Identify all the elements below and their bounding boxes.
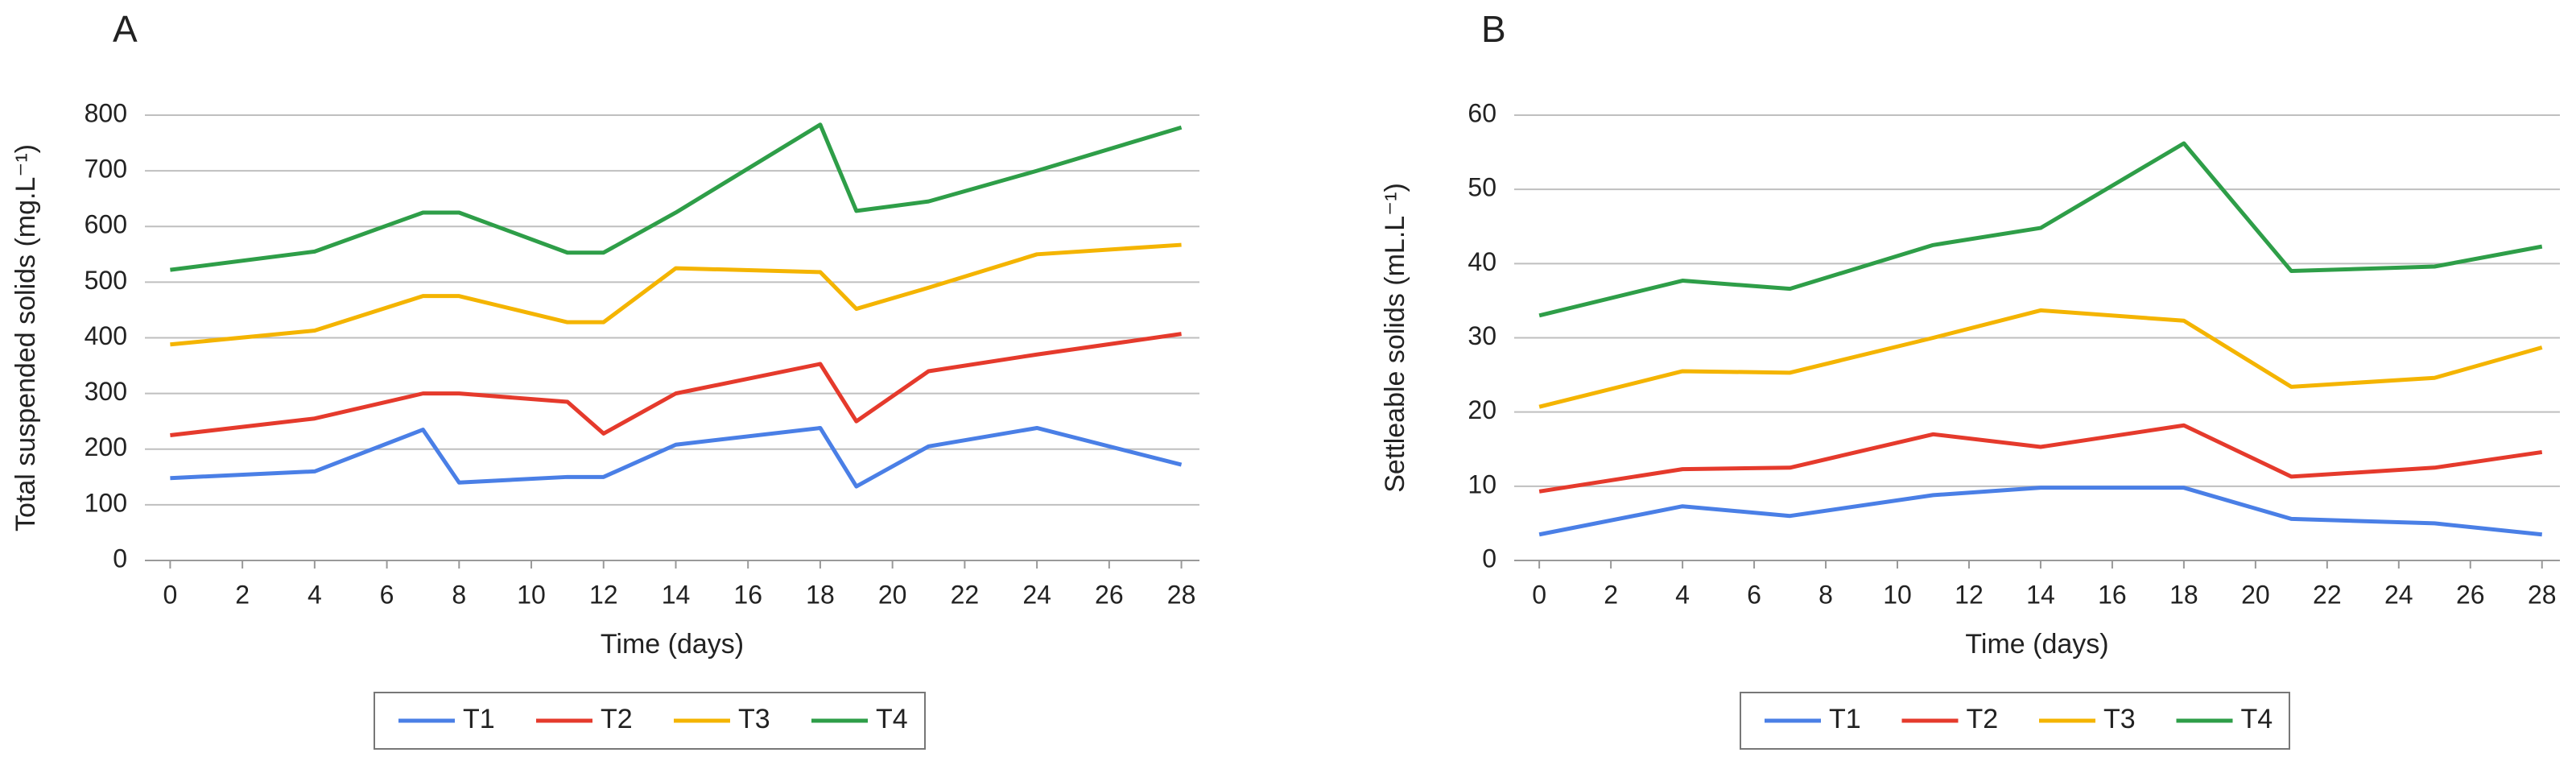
x-tick-label: 4 [1675, 580, 1690, 609]
legend-label: T3 [2103, 704, 2136, 734]
y-axis-label: Settleable solids (mL.L⁻¹) [1380, 183, 1410, 493]
x-tick-label: 26 [1095, 580, 1124, 609]
y-axis-label: Total suspended solids (mg.L⁻¹) [10, 144, 41, 531]
y-tick-label: 10 [1468, 469, 1496, 498]
x-tick-label: 20 [878, 580, 907, 609]
x-tick-label: 22 [951, 580, 980, 609]
x-tick-label: 18 [2169, 580, 2198, 609]
x-tick-label: 20 [2241, 580, 2270, 609]
y-tick-label: 100 [85, 488, 127, 517]
x-tick-label: 6 [380, 580, 394, 609]
y-tick-label: 0 [1482, 544, 1496, 573]
x-tick-label: 14 [2026, 580, 2055, 609]
panel-title: A [113, 8, 138, 50]
legend-label: T1 [463, 704, 495, 734]
panel-title: B [1481, 8, 1506, 50]
x-tick-label: 16 [2098, 580, 2127, 609]
y-tick-label: 500 [85, 266, 127, 295]
x-tick-label: 28 [1167, 580, 1196, 609]
x-tick-label: 10 [517, 580, 546, 609]
y-tick-label: 30 [1468, 321, 1496, 350]
x-tick-label: 24 [2384, 580, 2413, 609]
y-tick-label: 800 [85, 98, 127, 127]
legend-label: T1 [1829, 704, 1861, 734]
y-tick-label: 300 [85, 377, 127, 406]
y-tick-label: 600 [85, 210, 127, 239]
x-tick-label: 4 [308, 580, 322, 609]
x-tick-label: 8 [1818, 580, 1833, 609]
y-tick-label: 400 [85, 321, 127, 350]
legend-label: T2 [1967, 704, 1999, 734]
x-tick-label: 16 [733, 580, 762, 609]
x-tick-label: 12 [1955, 580, 1984, 609]
legend-label: T4 [876, 704, 908, 734]
y-tick-label: 20 [1468, 395, 1496, 424]
data-line [170, 122, 1183, 272]
x-tick-label: 22 [2313, 580, 2342, 609]
data-line [170, 332, 1182, 437]
x-tick-label: 2 [235, 580, 250, 609]
x-axis-label: Time (days) [1965, 629, 2108, 660]
x-tick-label: 26 [2456, 580, 2485, 609]
x-tick-label: 8 [452, 580, 466, 609]
data-line [1538, 141, 2543, 318]
y-tick-label: 40 [1468, 247, 1496, 276]
legend-label: T4 [2241, 704, 2273, 734]
data-line [1538, 486, 2543, 537]
x-tick-label: 28 [2528, 580, 2557, 609]
x-tick-label: 18 [806, 580, 835, 609]
y-tick-label: 200 [85, 432, 127, 461]
y-tick-label: 50 [1468, 173, 1496, 202]
y-tick-label: 0 [113, 544, 127, 573]
y-tick-label: 60 [1468, 98, 1496, 127]
x-tick-label: 24 [1022, 580, 1051, 609]
data-line [1538, 308, 2543, 409]
x-tick-label: 14 [662, 580, 691, 609]
x-tick-label: 2 [1604, 580, 1618, 609]
x-axis-label: Time (days) [601, 629, 744, 660]
legend-label: T3 [738, 704, 770, 734]
x-tick-label: 0 [163, 580, 178, 609]
data-line [170, 425, 1183, 489]
data-line [1538, 423, 2543, 494]
legend-label: T2 [601, 704, 633, 734]
x-tick-label: 6 [1747, 580, 1761, 609]
x-tick-label: 0 [1532, 580, 1546, 609]
x-tick-label: 12 [589, 580, 618, 609]
x-tick-label: 10 [1883, 580, 1912, 609]
data-line [170, 242, 1182, 347]
y-tick-label: 700 [85, 155, 127, 184]
